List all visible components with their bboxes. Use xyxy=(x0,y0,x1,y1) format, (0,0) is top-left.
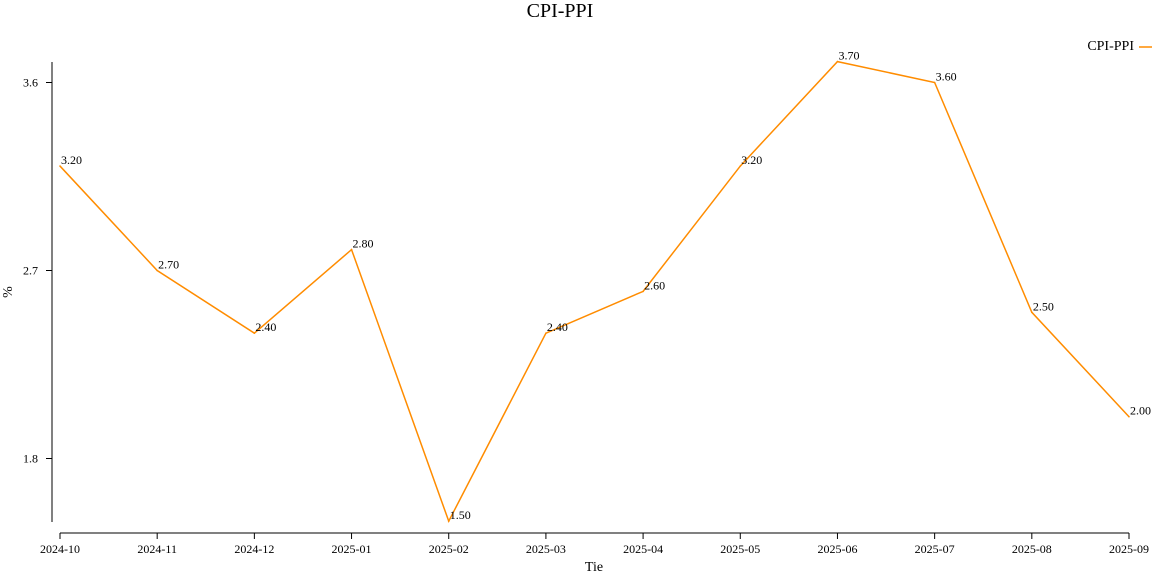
data-label: 3.60 xyxy=(936,70,957,84)
data-point xyxy=(739,165,742,167)
data-label: 2.60 xyxy=(644,278,665,292)
x-tick-label: 2025-05 xyxy=(720,542,760,556)
data-label: 1.50 xyxy=(450,508,471,522)
x-tick-label: 2025-06 xyxy=(817,542,857,556)
y-axis-label: % xyxy=(1,286,16,298)
data-point xyxy=(253,332,256,334)
x-ticks: 2024-10 2024-11 2024-12 2025-01 2025-02 2025-… xyxy=(40,533,1149,556)
x-tick-label: 2024-10 xyxy=(40,542,80,556)
data-point xyxy=(59,165,61,167)
data-point xyxy=(836,60,839,63)
series-line xyxy=(59,60,1130,524)
data-point xyxy=(156,269,158,272)
data-point xyxy=(1031,311,1033,314)
data-label: 3.20 xyxy=(741,153,762,167)
y-tick-label: 3.6 xyxy=(23,76,38,90)
chart-title: CPI-PPI xyxy=(527,0,594,22)
data-label: 3.70 xyxy=(838,49,859,63)
data-label: 2.00 xyxy=(1130,404,1151,418)
data-point xyxy=(1128,415,1130,418)
data-point xyxy=(447,520,450,522)
data-label: 2.70 xyxy=(158,258,179,272)
data-label: 2.40 xyxy=(547,320,568,334)
y-tick-label: 2.7 xyxy=(23,264,38,278)
x-tick-label: 2024-12 xyxy=(234,542,274,556)
data-label: 3.20 xyxy=(61,153,82,167)
x-tick-label: 2025-08 xyxy=(1012,542,1052,556)
legend-label: CPI-PPI xyxy=(1087,39,1134,54)
x-tick-label: 2025-02 xyxy=(429,542,469,556)
data-point xyxy=(350,248,353,251)
data-labels: 3.20 2.70 2.40 2.80 1.50 2.40 2.60 3.20 3.70 3.60… xyxy=(61,49,1151,523)
x-tick-label: 2025-07 xyxy=(915,542,955,556)
legend: CPI-PPI xyxy=(1087,39,1152,54)
x-tick-label: 2024-11 xyxy=(137,542,177,556)
data-label: 2.50 xyxy=(1033,299,1054,313)
x-tick-label: 2025-04 xyxy=(623,542,663,556)
data-label: 2.40 xyxy=(255,320,276,334)
data-point xyxy=(933,81,936,84)
data-point xyxy=(545,332,547,334)
x-axis-label: Tie xyxy=(585,560,603,575)
x-tick-label: 2025-09 xyxy=(1109,542,1149,556)
data-label: 2.80 xyxy=(353,237,374,251)
y-tick-label: 1.8 xyxy=(23,452,38,466)
data-point xyxy=(642,290,644,293)
y-ticks: 1.8 2.7 3.6 xyxy=(23,76,52,466)
series-cpi-ppi xyxy=(59,60,1130,524)
x-tick-label: 2025-01 xyxy=(332,542,372,556)
x-tick-label: 2025-03 xyxy=(526,542,566,556)
